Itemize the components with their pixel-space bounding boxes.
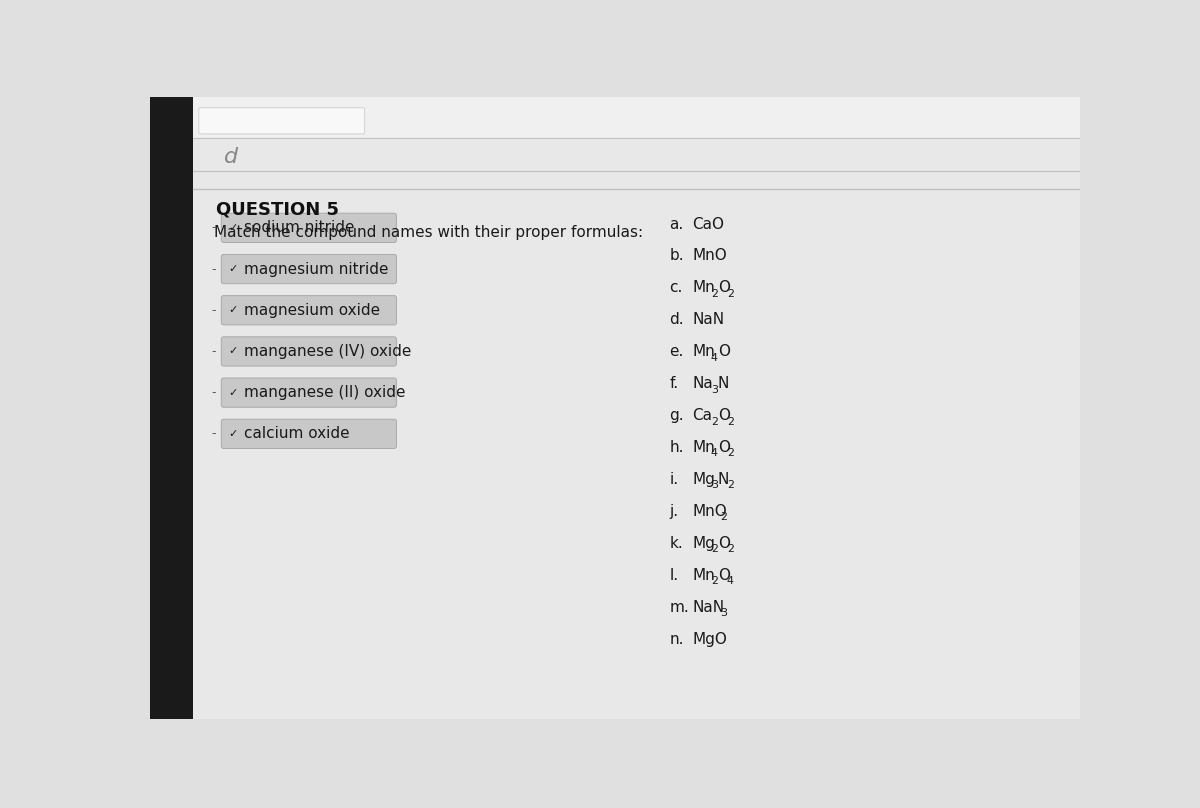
Text: -: - bbox=[211, 304, 216, 317]
Text: NaN: NaN bbox=[692, 313, 725, 327]
Text: 3: 3 bbox=[720, 608, 727, 618]
Text: 2: 2 bbox=[727, 416, 733, 427]
Bar bbox=[193, 97, 1080, 138]
Text: QUESTION 5: QUESTION 5 bbox=[216, 201, 338, 219]
Text: calcium oxide: calcium oxide bbox=[244, 427, 349, 441]
Text: k.: k. bbox=[670, 536, 683, 551]
Text: ✓: ✓ bbox=[228, 429, 238, 439]
Text: Match the compound names with their proper formulas:: Match the compound names with their prop… bbox=[214, 225, 643, 240]
Text: O: O bbox=[718, 344, 730, 360]
Bar bbox=[150, 97, 193, 719]
Text: ✓: ✓ bbox=[228, 388, 238, 398]
Text: Mg: Mg bbox=[692, 472, 715, 487]
Text: d.: d. bbox=[670, 313, 684, 327]
Text: 3: 3 bbox=[710, 481, 718, 490]
Text: 2: 2 bbox=[710, 576, 718, 587]
Text: l.: l. bbox=[670, 568, 678, 583]
Text: j.: j. bbox=[670, 504, 678, 519]
Text: manganese (IV) oxide: manganese (IV) oxide bbox=[244, 344, 412, 359]
Text: 2: 2 bbox=[727, 448, 733, 458]
Text: a.: a. bbox=[670, 217, 684, 232]
Text: Na: Na bbox=[692, 377, 713, 391]
Text: O: O bbox=[718, 440, 730, 455]
Text: 4: 4 bbox=[710, 448, 718, 458]
Text: n.: n. bbox=[670, 632, 684, 647]
FancyBboxPatch shape bbox=[221, 296, 396, 325]
FancyBboxPatch shape bbox=[221, 255, 396, 284]
Text: 2: 2 bbox=[710, 545, 718, 554]
Text: CaO: CaO bbox=[692, 217, 725, 232]
Text: magnesium nitride: magnesium nitride bbox=[244, 262, 389, 276]
Text: O: O bbox=[718, 568, 730, 583]
FancyBboxPatch shape bbox=[199, 107, 365, 134]
Text: NaN: NaN bbox=[692, 600, 725, 615]
Text: 2: 2 bbox=[727, 481, 733, 490]
Text: ✓: ✓ bbox=[228, 223, 238, 233]
Bar bbox=[193, 138, 1080, 170]
Text: N: N bbox=[718, 472, 730, 487]
Text: manganese (II) oxide: manganese (II) oxide bbox=[244, 385, 406, 400]
Text: -: - bbox=[211, 263, 216, 276]
Text: Ca: Ca bbox=[692, 408, 713, 423]
Text: Mn: Mn bbox=[692, 568, 715, 583]
Text: 2: 2 bbox=[720, 512, 727, 523]
Text: N: N bbox=[718, 377, 730, 391]
Text: i.: i. bbox=[670, 472, 678, 487]
Text: sodium nitride: sodium nitride bbox=[244, 221, 354, 235]
Text: ✓: ✓ bbox=[228, 305, 238, 315]
Text: ✓: ✓ bbox=[228, 347, 238, 356]
Text: 2: 2 bbox=[727, 288, 733, 299]
FancyBboxPatch shape bbox=[221, 419, 396, 448]
Text: 2: 2 bbox=[727, 545, 733, 554]
Text: O: O bbox=[718, 536, 730, 551]
Text: g.: g. bbox=[670, 408, 684, 423]
Text: ✓: ✓ bbox=[228, 264, 238, 274]
Text: 2: 2 bbox=[710, 288, 718, 299]
Text: 4: 4 bbox=[710, 352, 718, 363]
Text: Mn: Mn bbox=[692, 440, 715, 455]
Text: Mn: Mn bbox=[692, 344, 715, 360]
Text: c.: c. bbox=[670, 280, 683, 296]
FancyBboxPatch shape bbox=[221, 378, 396, 407]
Text: MnO: MnO bbox=[692, 249, 727, 263]
Text: O: O bbox=[718, 408, 730, 423]
Text: MnO: MnO bbox=[692, 504, 727, 519]
Text: 3: 3 bbox=[710, 385, 718, 394]
Text: f.: f. bbox=[670, 377, 678, 391]
FancyBboxPatch shape bbox=[221, 213, 396, 242]
Text: h.: h. bbox=[670, 440, 684, 455]
Text: magnesium oxide: magnesium oxide bbox=[244, 303, 380, 318]
FancyBboxPatch shape bbox=[221, 337, 396, 366]
Text: e.: e. bbox=[670, 344, 684, 360]
Text: 4: 4 bbox=[727, 576, 733, 587]
Text: MgO: MgO bbox=[692, 632, 727, 647]
Text: Mg: Mg bbox=[692, 536, 715, 551]
Text: Mn: Mn bbox=[692, 280, 715, 296]
Text: d: d bbox=[223, 147, 238, 167]
Text: b.: b. bbox=[670, 249, 684, 263]
Text: 2: 2 bbox=[710, 416, 718, 427]
Text: O: O bbox=[718, 280, 730, 296]
Text: -: - bbox=[211, 345, 216, 358]
Text: -: - bbox=[211, 221, 216, 234]
Text: -: - bbox=[211, 386, 216, 399]
Text: -: - bbox=[211, 427, 216, 440]
Text: m.: m. bbox=[670, 600, 689, 615]
